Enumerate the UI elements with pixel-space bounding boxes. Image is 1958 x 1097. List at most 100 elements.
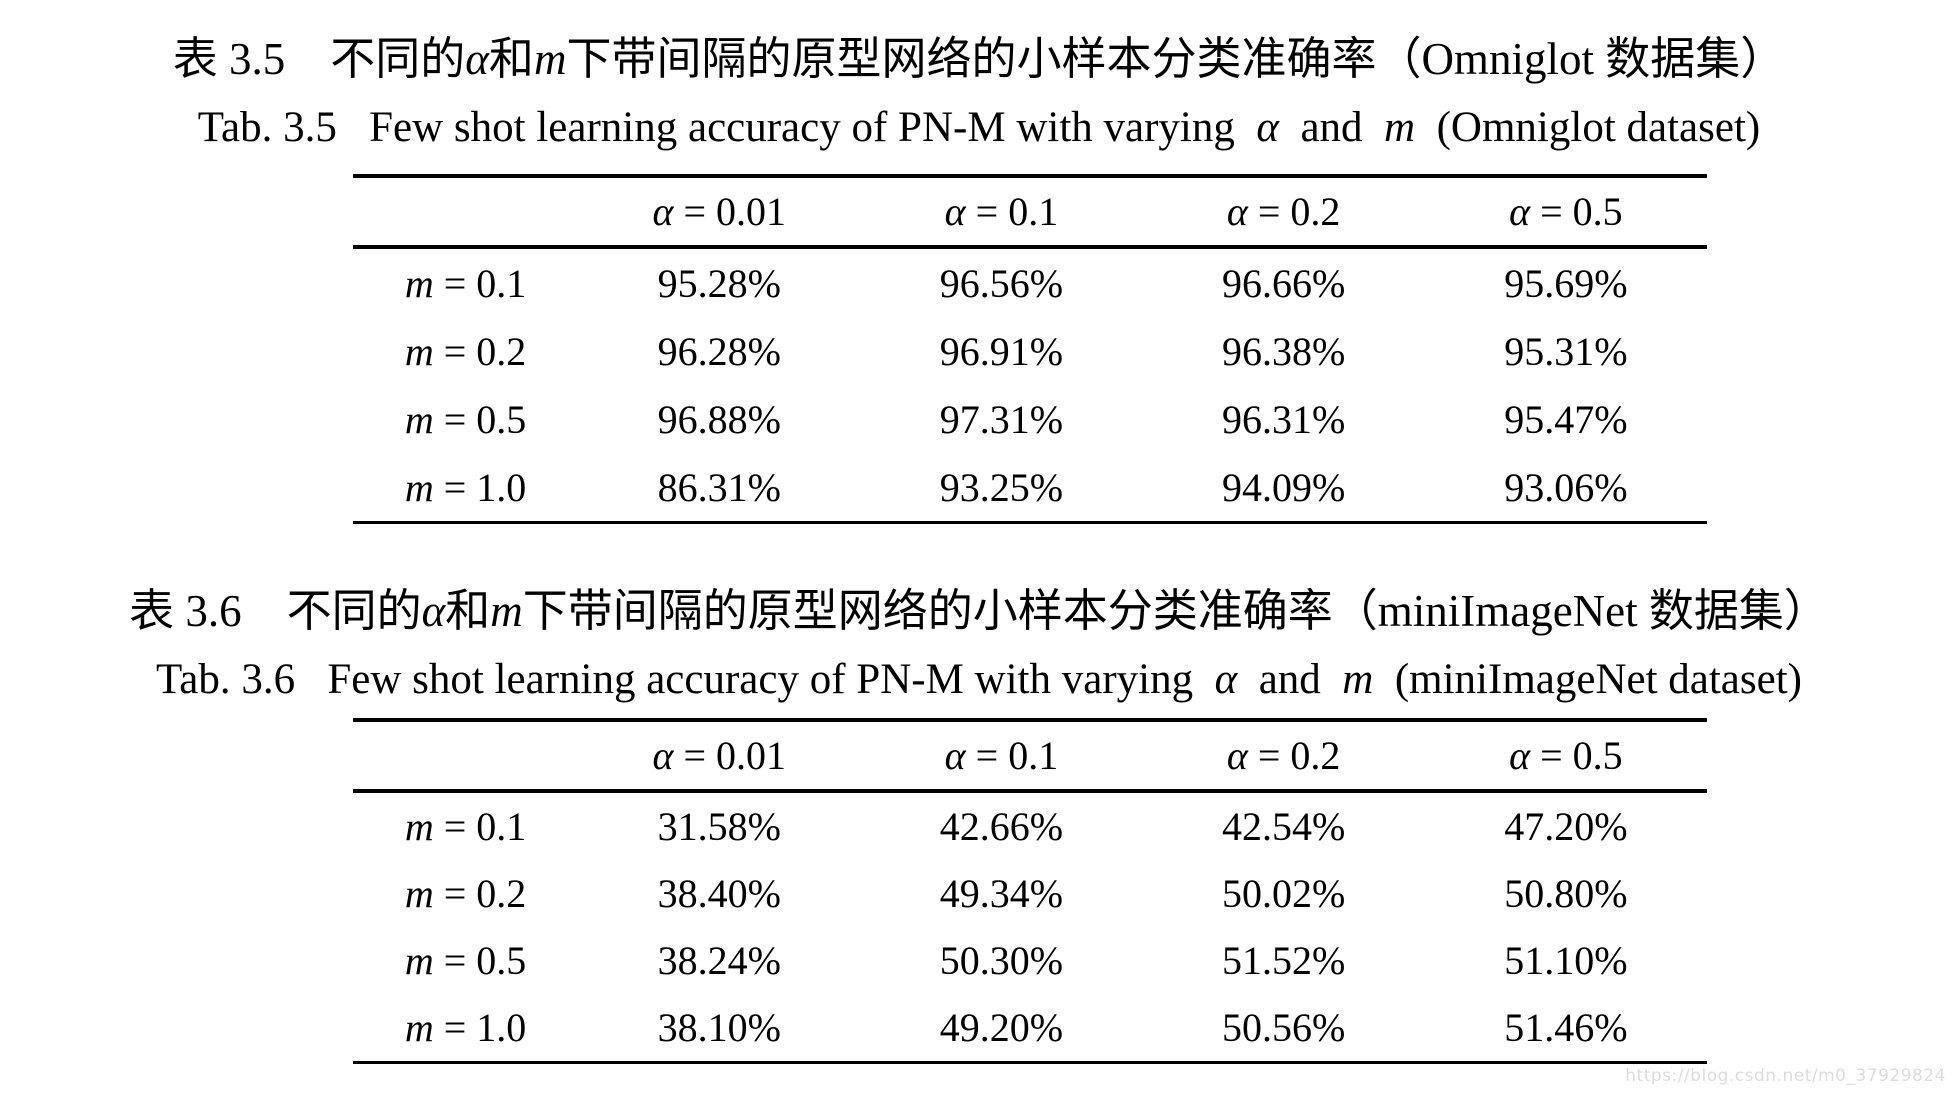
table-row: m = 0.1 95.28% 96.56% 96.66% 95.69% [353,247,1707,317]
row-label-m-0.1: m = 0.1 [353,247,578,317]
value-cell: 51.10% [1504,938,1628,983]
table-row: m = 0.2 96.28% 96.91% 96.38% 95.31% [353,317,1707,385]
empty-corner-cell [353,176,579,249]
value-cell: 50.02% [1222,871,1346,916]
value-cell: 93.06% [1424,453,1707,524]
row-label-m-1.0: m = 1.0 [353,453,579,524]
m-symbol: m [404,938,434,983]
column-header-alpha-0.5: α = 0.5 [1424,176,1707,249]
value-cell: 95.28% [657,260,781,306]
m-value: = 0.1 [443,804,527,849]
table-3-5-caption-chinese: 表 3.5 不同的α和m下带间隔的原型网络的小样本分类准确率（Omniglot … [172,34,1786,84]
m-symbol: m [404,1005,434,1050]
alpha-symbol: α [1509,189,1531,234]
value-cell: 96.66% [1222,260,1346,306]
column-header-alpha-0.2: α = 0.2 [1142,720,1425,793]
value-cell: 31.58% [657,804,781,849]
value-cell: 97.31% [939,396,1064,442]
value-cell: 86.31% [578,453,861,524]
table-3-6-caption-english: Tab. 3.6 Few shot learning accuracy of P… [156,656,1802,703]
m-value: = 1.0 [443,1005,527,1050]
csdn-watermark: https://blog.csdn.net/m0_37929824 [1625,1066,1946,1086]
value-cell: 42.66% [939,804,1064,849]
column-header-alpha-0.2: α = 0.2 [1142,176,1425,249]
m-symbol: m [404,871,434,916]
table-3-5: α = 0.01 α = 0.1 α = 0.2 α = 0.5 m = 0.1… [353,174,1707,524]
value-cell: 38.24% [657,938,781,983]
alpha-value: = 0.2 [1257,733,1341,778]
m-value: = 0.2 [443,871,527,916]
alpha-value: = 0.2 [1257,189,1341,234]
column-header-alpha-0.01: α = 0.01 [578,176,861,249]
value-cell: 96.91% [939,328,1064,374]
m-value: = 0.1 [443,260,527,306]
alpha-symbol: α [652,189,674,234]
table-row: m = 0.5 96.88% 97.31% 96.31% 95.47% [353,385,1707,453]
alpha-value: = 0.1 [975,189,1059,234]
value-cell: 96.31% [1222,396,1346,442]
alpha-symbol: α [1226,189,1248,234]
m-value: = 0.5 [443,396,527,442]
row-label-m-1.0: m = 1.0 [353,994,579,1064]
value-cell: 38.10% [578,994,861,1064]
column-header-alpha-0.5: α = 0.5 [1424,720,1707,793]
table-3-5-caption-english: Tab. 3.5 Few shot learning accuracy of P… [197,104,1761,151]
column-header-alpha-0.1: α = 0.1 [860,176,1143,249]
m-symbol: m [404,396,434,442]
m-symbol: m [404,260,434,306]
value-cell: 95.47% [1504,396,1628,442]
m-value: = 1.0 [443,464,527,510]
value-cell: 51.46% [1424,994,1707,1064]
alpha-symbol: α [1226,733,1248,778]
value-cell: 96.56% [939,260,1064,306]
value-cell: 96.28% [657,328,781,374]
value-cell: 49.20% [860,994,1143,1064]
value-cell: 49.34% [939,871,1064,916]
table-row: m = 0.2 38.40% 49.34% 50.02% 50.80% [353,860,1707,927]
m-symbol: m [404,328,434,374]
value-cell: 96.88% [657,396,781,442]
column-header-alpha-0.1: α = 0.1 [860,720,1143,793]
value-cell: 51.52% [1222,938,1346,983]
value-cell: 50.56% [1142,994,1425,1064]
row-label-m-0.5: m = 0.5 [353,385,578,453]
row-label-m-0.5: m = 0.5 [353,927,578,994]
header-row: α = 0.01 α = 0.1 α = 0.2 α = 0.5 [353,176,1707,249]
alpha-value: = 0.01 [683,189,787,234]
alpha-symbol: α [1509,733,1531,778]
m-symbol: m [404,804,434,849]
header-row: α = 0.01 α = 0.1 α = 0.2 α = 0.5 [353,720,1707,793]
value-cell: 38.40% [657,871,781,916]
table-row: m = 0.1 31.58% 42.66% 42.54% 47.20% [353,791,1707,860]
value-cell: 42.54% [1222,804,1346,849]
column-header-alpha-0.01: α = 0.01 [578,720,861,793]
value-cell: 50.30% [939,938,1064,983]
value-cell: 95.31% [1504,328,1628,374]
alpha-symbol: α [652,733,674,778]
value-cell: 95.69% [1504,260,1628,306]
m-value: = 0.5 [443,938,527,983]
m-symbol: m [404,464,434,510]
m-value: = 0.2 [443,328,527,374]
value-cell: 93.25% [860,453,1143,524]
alpha-value: = 0.5 [1540,189,1623,234]
table-row: m = 1.0 86.31% 93.25% 94.09% 93.06% [353,453,1707,524]
alpha-value: = 0.5 [1540,733,1623,778]
row-label-m-0.1: m = 0.1 [353,791,578,860]
empty-corner-cell [353,720,579,793]
value-cell: 94.09% [1142,453,1425,524]
table-row: m = 1.0 38.10% 49.20% 50.56% 51.46% [353,994,1707,1064]
row-label-m-0.2: m = 0.2 [353,860,578,927]
table-3-6-caption-chinese: 表 3.6 不同的α和m下带间隔的原型网络的小样本分类准确率（miniImage… [129,586,1829,636]
value-cell: 47.20% [1504,804,1628,849]
alpha-symbol: α [944,189,966,234]
table-row: m = 0.5 38.24% 50.30% 51.52% 51.10% [353,927,1707,994]
alpha-symbol: α [944,733,966,778]
value-cell: 50.80% [1504,871,1628,916]
alpha-value: = 0.1 [975,733,1059,778]
alpha-value: = 0.01 [683,733,787,778]
table-3-6: α = 0.01 α = 0.1 α = 0.2 α = 0.5 m = 0.1… [353,718,1707,1064]
row-label-m-0.2: m = 0.2 [353,317,578,385]
value-cell: 96.38% [1222,328,1346,374]
